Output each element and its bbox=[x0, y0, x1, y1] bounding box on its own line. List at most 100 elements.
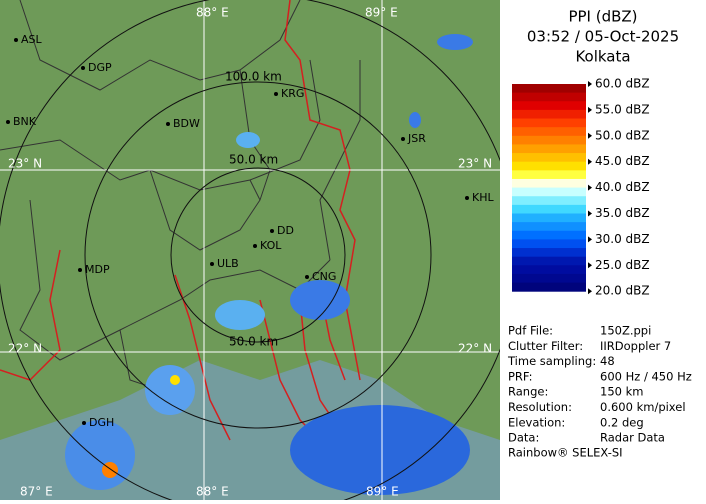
grid-label: 88° E bbox=[196, 6, 229, 20]
city-label: BDW bbox=[173, 117, 200, 130]
city-label: DGH bbox=[89, 416, 114, 429]
ring-label: 50.0 km bbox=[229, 153, 278, 167]
legend-arrow bbox=[588, 262, 592, 269]
legend-label: 45.0 dBZ bbox=[595, 154, 650, 168]
city-dot bbox=[465, 196, 469, 200]
city-dot bbox=[166, 122, 170, 126]
city-dot bbox=[81, 66, 85, 70]
legend-arrow bbox=[588, 106, 592, 113]
city-dot bbox=[253, 244, 257, 248]
city-label: DGP bbox=[88, 61, 112, 74]
legend-arrow bbox=[588, 210, 592, 217]
info-value: 150Z.ppi bbox=[600, 324, 651, 338]
city-label: DD bbox=[277, 224, 294, 237]
city-dot bbox=[305, 275, 309, 279]
grid-label: 89° E bbox=[366, 485, 399, 499]
info-value: 0.600 km/pixel bbox=[600, 400, 686, 414]
ring-label: 50.0 km bbox=[229, 335, 278, 349]
legend-label: 60.0 dBZ bbox=[595, 77, 650, 91]
city-label: ULB bbox=[217, 257, 239, 270]
info-value: 48 bbox=[600, 354, 615, 368]
legend-band bbox=[512, 84, 586, 94]
legend-band bbox=[512, 239, 586, 249]
city-dot bbox=[270, 229, 274, 233]
grid-label: 89° E bbox=[365, 6, 398, 20]
legend-band bbox=[512, 256, 586, 266]
info-value: 600 Hz / 450 Hz bbox=[600, 369, 692, 383]
legend-label: 50.0 dBZ bbox=[595, 128, 650, 142]
legend-band bbox=[512, 153, 586, 163]
city-dot bbox=[210, 262, 214, 266]
legend-label: 35.0 dBZ bbox=[595, 206, 650, 220]
city-dot bbox=[14, 38, 18, 42]
info-key: Time sampling: bbox=[507, 354, 596, 368]
city-label: KOL bbox=[260, 239, 282, 252]
graticule bbox=[0, 0, 500, 500]
info-key: Clutter Filter: bbox=[508, 339, 583, 353]
legend-band bbox=[512, 101, 586, 111]
legend-band bbox=[512, 170, 586, 180]
legend-band bbox=[512, 161, 586, 171]
legend-band bbox=[512, 248, 586, 258]
legend-arrow bbox=[588, 132, 592, 139]
info-key: Range: bbox=[508, 385, 548, 399]
info-key: Data: bbox=[508, 431, 539, 445]
ring-label: 100.0 km bbox=[225, 70, 282, 84]
product-title: PPI (dBZ) bbox=[568, 8, 637, 26]
city-label: JSR bbox=[407, 132, 426, 145]
info-value: 0.2 deg bbox=[600, 415, 644, 429]
legend-arrow bbox=[588, 158, 592, 165]
grid-label: 22° N bbox=[458, 342, 492, 356]
grid-label: 23° N bbox=[458, 157, 492, 171]
legend-band bbox=[512, 92, 586, 102]
city-label: KRG bbox=[281, 87, 304, 100]
city-dot bbox=[274, 92, 278, 96]
legend-band bbox=[512, 282, 586, 292]
city-label: MDP bbox=[85, 263, 110, 276]
city-dot bbox=[78, 268, 82, 272]
legend-band bbox=[512, 230, 586, 240]
legend-band bbox=[512, 144, 586, 154]
info-key: PRF: bbox=[508, 369, 533, 383]
grid-label: 22° N bbox=[8, 342, 42, 356]
legend-band bbox=[512, 127, 586, 137]
station: Kolkata bbox=[575, 48, 630, 66]
city-label: ASL bbox=[21, 33, 43, 46]
timestamp: 03:52 / 05-Oct-2025 bbox=[527, 28, 679, 46]
legend-arrow bbox=[588, 81, 592, 87]
info-key: Elevation: bbox=[508, 415, 565, 429]
legend-band bbox=[512, 265, 586, 275]
info-value: IIRDoppler 7 bbox=[600, 339, 671, 353]
city-dot bbox=[6, 120, 10, 124]
legend-band bbox=[512, 204, 586, 214]
legend-label: 20.0 dBZ bbox=[595, 284, 650, 298]
info-key: Resolution: bbox=[508, 400, 572, 414]
legend-band bbox=[512, 187, 586, 197]
legend-band bbox=[512, 135, 586, 145]
info-value: 150 km bbox=[600, 385, 643, 399]
legend-arrow bbox=[588, 288, 592, 295]
legend-band bbox=[512, 178, 586, 189]
footer: Rainbow® SELEX-SI bbox=[508, 446, 623, 460]
legend-band bbox=[512, 213, 586, 223]
grid-label: 23° N bbox=[8, 157, 42, 171]
radar-echoes bbox=[65, 34, 473, 495]
legend-label: 30.0 dBZ bbox=[595, 232, 650, 246]
legend-band bbox=[512, 196, 586, 206]
city-label: BNK bbox=[13, 115, 37, 128]
info-key: Pdf File: bbox=[508, 324, 553, 338]
legend-band bbox=[512, 109, 586, 120]
legend-arrow bbox=[588, 184, 592, 191]
city-dot bbox=[82, 421, 86, 425]
grid-label: 87° E bbox=[20, 485, 53, 499]
grid-label: 88° E bbox=[196, 485, 229, 499]
legend-label: 25.0 dBZ bbox=[595, 258, 650, 272]
city-label: CNG bbox=[312, 270, 336, 283]
legend-label: 55.0 dBZ bbox=[595, 102, 650, 116]
legend-arrow bbox=[588, 236, 592, 243]
info-value: Radar Data bbox=[600, 431, 665, 445]
legend-label: 40.0 dBZ bbox=[595, 180, 650, 194]
legend-band bbox=[512, 273, 586, 284]
legend-band bbox=[512, 222, 586, 232]
